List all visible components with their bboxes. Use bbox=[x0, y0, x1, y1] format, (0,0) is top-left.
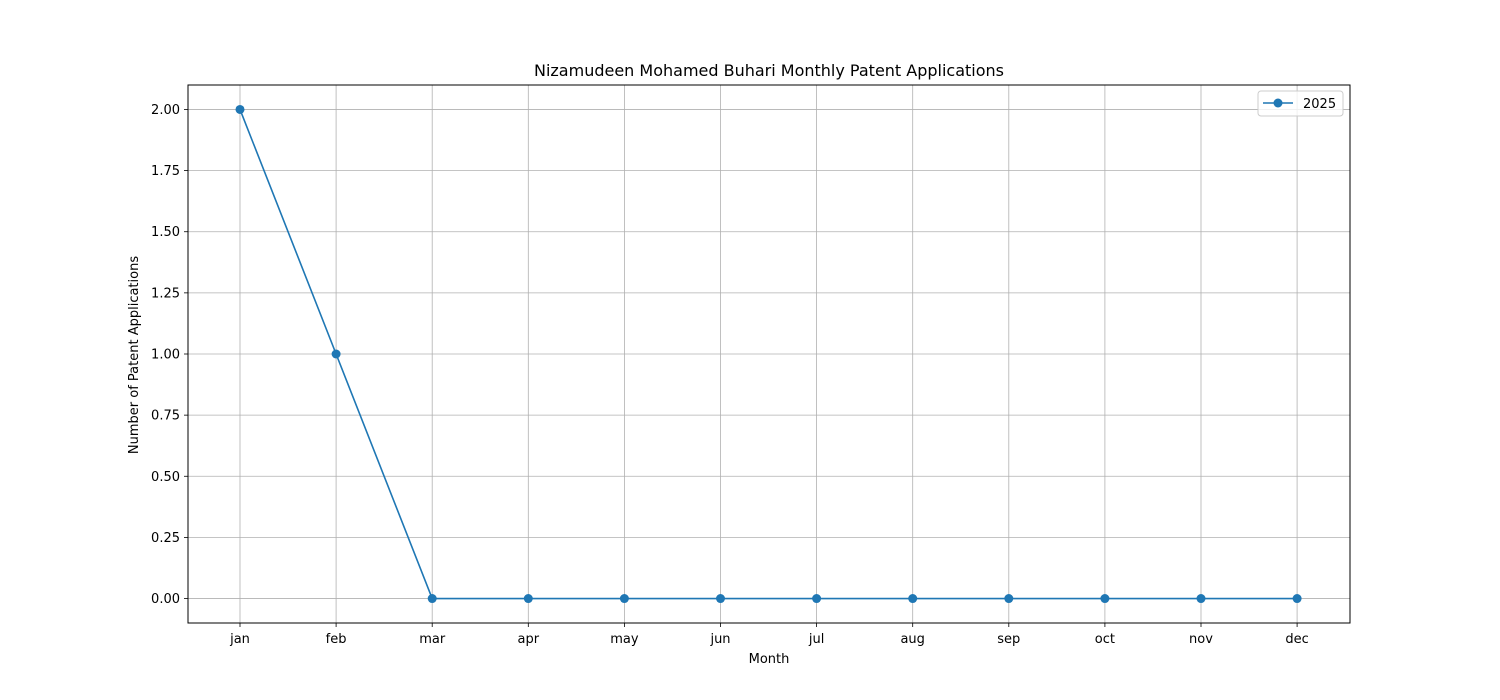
y-tick-label-6: 1.50 bbox=[151, 225, 180, 240]
x-tick-label-jan: jan bbox=[229, 632, 250, 647]
x-tick-label-dec: dec bbox=[1285, 632, 1308, 647]
x-tick-label-jul: jul bbox=[808, 632, 824, 647]
data-point-mar bbox=[428, 594, 437, 603]
data-point-jun bbox=[716, 594, 725, 603]
data-point-aug bbox=[908, 594, 917, 603]
x-axis-label: Month bbox=[749, 652, 790, 667]
x-tick-label-apr: apr bbox=[518, 632, 540, 647]
y-tick-label-2: 0.50 bbox=[151, 470, 180, 485]
y-tick-label-4: 1.00 bbox=[151, 348, 180, 363]
x-tick-label-feb: feb bbox=[326, 632, 347, 647]
data-point-feb bbox=[332, 350, 341, 359]
x-tick-label-aug: aug bbox=[900, 632, 924, 647]
x-tick-label-oct: oct bbox=[1095, 632, 1115, 647]
data-point-may bbox=[620, 594, 629, 603]
legend-label-2025: 2025 bbox=[1303, 97, 1336, 112]
data-point-oct bbox=[1100, 594, 1109, 603]
y-tick-label-0: 0.00 bbox=[151, 592, 180, 607]
data-point-dec bbox=[1293, 594, 1302, 603]
data-point-jul bbox=[812, 594, 821, 603]
data-point-nov bbox=[1197, 594, 1206, 603]
y-tick-label-8: 2.00 bbox=[151, 103, 180, 118]
x-tick-label-sep: sep bbox=[997, 632, 1020, 647]
y-tick-label-1: 0.25 bbox=[151, 531, 180, 546]
data-point-jan bbox=[236, 105, 245, 114]
legend-point-marker bbox=[1274, 99, 1283, 108]
y-tick-label-7: 1.75 bbox=[151, 164, 180, 179]
y-tick-label-3: 0.75 bbox=[151, 409, 180, 424]
legend: 2025 bbox=[1258, 91, 1343, 116]
x-tick-label-nov: nov bbox=[1189, 632, 1213, 647]
data-point-sep bbox=[1004, 594, 1013, 603]
y-tick-label-5: 1.25 bbox=[151, 286, 180, 301]
x-tick-label-may: may bbox=[610, 632, 639, 647]
chart-title: Nizamudeen Mohamed Buhari Monthly Patent… bbox=[534, 61, 1004, 80]
x-tick-label-mar: mar bbox=[419, 632, 446, 647]
data-point-apr bbox=[524, 594, 533, 603]
y-axis-label: Number of Patent Applications bbox=[127, 256, 142, 454]
x-tick-label-jun: jun bbox=[709, 632, 730, 647]
